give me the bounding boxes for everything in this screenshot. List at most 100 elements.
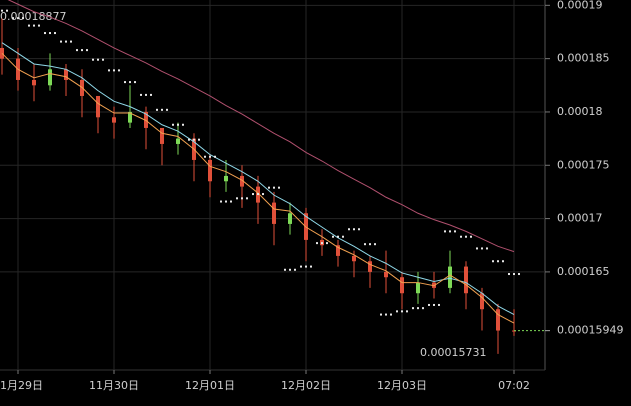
candle-body (352, 255, 356, 262)
sar-dot (364, 243, 366, 246)
sar-dot (156, 108, 158, 111)
sar-dot (465, 235, 467, 238)
sar-dot (81, 49, 83, 52)
sar-dot (497, 260, 499, 263)
sar-dot (220, 200, 222, 203)
sar-dot (70, 40, 72, 43)
last-price-label: 0.00015949 (557, 324, 623, 337)
sar-dot (289, 268, 291, 271)
y-tick-label: 0.000185 (557, 52, 610, 65)
sar-dot (113, 69, 115, 72)
sar-dot (316, 242, 318, 245)
sar-dot (438, 303, 440, 306)
sar-dot (188, 138, 190, 141)
sar-dot (470, 235, 472, 238)
sar-dot (198, 138, 200, 141)
sar-dot (17, 17, 19, 20)
sar-dot (278, 186, 280, 189)
candle-body (208, 159, 212, 182)
sar-dot (236, 197, 238, 200)
x-tick-label: 07:02 (498, 379, 530, 392)
candle-body (496, 309, 500, 331)
x-tick-label: 11月30日 (89, 379, 139, 392)
sar-dot (273, 186, 275, 189)
sar-dot (305, 265, 307, 268)
sar-dot (492, 260, 494, 263)
y-tick-label: 0.000175 (557, 158, 610, 171)
sar-dot (65, 40, 67, 43)
sar-dot (454, 230, 456, 233)
sar-dot (262, 193, 264, 196)
sar-dot (401, 310, 403, 313)
sar-dot (22, 17, 24, 20)
candle-body (48, 69, 52, 86)
candle-body (448, 266, 452, 288)
x-tick-label: 11月29日 (0, 379, 43, 392)
candle-body (176, 138, 180, 144)
sar-dot (284, 268, 286, 271)
sar-dot (268, 186, 270, 189)
sar-dot (246, 197, 248, 200)
sar-dot (97, 58, 99, 61)
sar-dot (166, 108, 168, 111)
x-tick-label: 12月02日 (281, 379, 331, 392)
sar-dot (161, 108, 163, 111)
sar-dot (54, 32, 56, 35)
sar-dot (342, 235, 344, 238)
sar-dot (60, 40, 62, 43)
candle-body (272, 202, 276, 224)
sar-dot (321, 242, 323, 245)
sar-dot (374, 243, 376, 246)
sar-dot (460, 235, 462, 238)
y-tick-label: 0.000165 (557, 265, 610, 278)
sar-dot (518, 273, 520, 276)
sar-dot (326, 242, 328, 245)
sar-dot (406, 310, 408, 313)
sar-dot (380, 313, 382, 316)
candle-body (464, 266, 468, 294)
sar-dot (422, 307, 424, 310)
sar-dot (513, 273, 515, 276)
sar-dot (102, 58, 104, 61)
ma-line (7, 0, 515, 253)
sar-dot (230, 200, 232, 203)
sar-dot (369, 243, 371, 246)
candle-body (288, 213, 292, 224)
sar-dot (241, 197, 243, 200)
sar-dot (124, 81, 126, 84)
sar-dot (310, 265, 312, 268)
ma-line (1, 52, 515, 324)
y-tick-label: 0.00019 (557, 0, 603, 11)
sar-dot (214, 155, 216, 158)
sar-dot (44, 32, 46, 35)
candle-body (480, 293, 484, 310)
sar-dot (38, 24, 40, 27)
max-annotation: 0.00018877 (0, 10, 66, 23)
sar-dot (486, 247, 488, 250)
sar-dot (129, 81, 131, 84)
sar-dot (28, 24, 30, 27)
sar-dot (300, 265, 302, 268)
sar-dot (257, 193, 259, 196)
sar-dot (390, 313, 392, 316)
candle-body (64, 69, 68, 80)
sar-dot (353, 228, 355, 231)
ma-line (1, 42, 515, 315)
sar-dot (150, 93, 152, 96)
sar-dot (385, 313, 387, 316)
sar-dot (193, 138, 195, 141)
sar-dot (481, 247, 483, 250)
sar-dot (449, 230, 451, 233)
x-tick-label: 12月03日 (377, 379, 427, 392)
sar-dot (134, 81, 136, 84)
min-annotation: 0.00015731 (420, 346, 486, 359)
sar-dot (337, 235, 339, 238)
sar-dot (12, 17, 14, 20)
candle-body (416, 282, 420, 294)
sar-dot (428, 303, 430, 306)
sar-dot (86, 49, 88, 52)
candle-body (384, 271, 388, 278)
sar-dot (476, 247, 478, 250)
